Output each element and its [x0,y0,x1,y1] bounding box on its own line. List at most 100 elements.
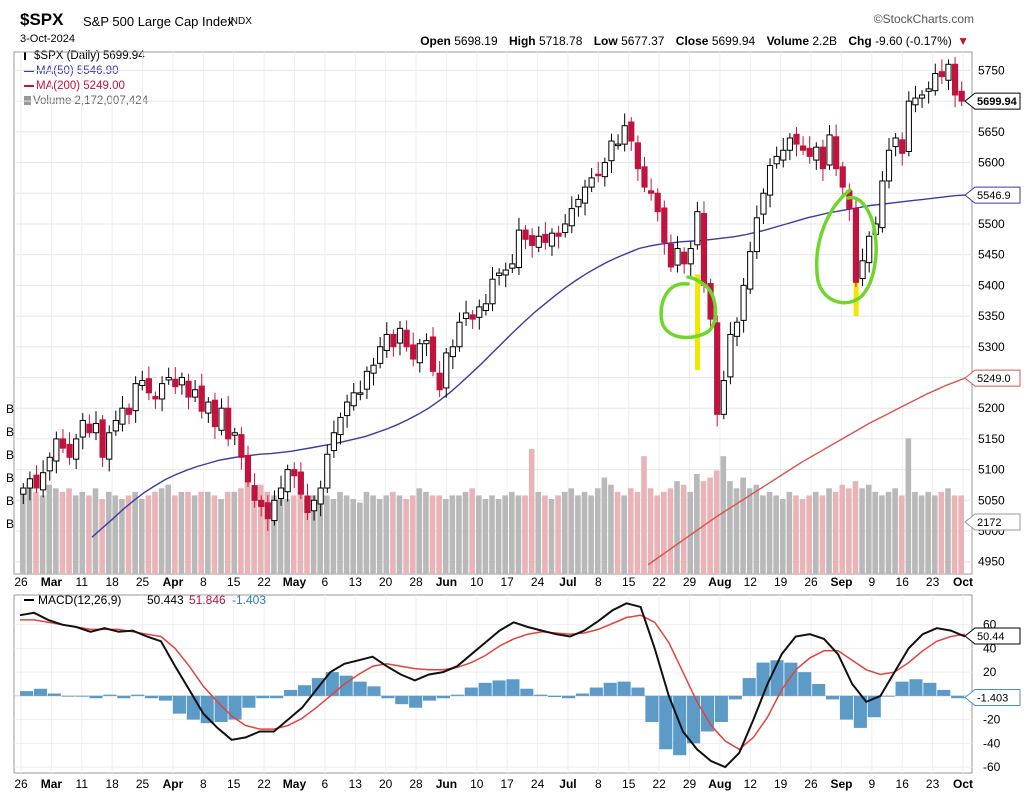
macd-histogram-bar [839,695,854,720]
volume-bar [502,495,509,574]
x-tick-label-bottom: 20 [379,777,393,791]
volume-bar [489,495,495,574]
x-tick-label-top: 13 [349,575,363,589]
candle-body [681,251,688,265]
volume-bar [641,456,647,574]
macd-histogram-bar [75,695,89,697]
candle-body [687,248,694,265]
volume-bar [528,449,535,574]
volume-bar [674,481,680,574]
macd-tag-text: 50.44 [977,631,1005,643]
candle-body [562,223,569,234]
candle-body [396,327,404,344]
macd-histogram-bar [492,680,506,696]
brand-watermark[interactable]: ©StockCharts.com [873,12,974,26]
volume-bar [205,491,211,574]
candle-body [363,370,371,390]
volume-bar [271,495,277,574]
candle-body [291,469,298,477]
x-tick-label-bottom: 26 [14,777,28,791]
candle-body [40,472,47,491]
candle-body [839,166,846,188]
x-tick-label-bottom: 8 [595,777,602,791]
volume-bar [879,495,885,574]
macd-histogram-bar [395,695,409,705]
macd-histogram-bar [812,684,826,696]
macd-histogram-bar [714,695,728,722]
candle-body [866,235,873,264]
macd-histogram-bar [145,695,159,699]
volume-bar [766,491,773,574]
x-tick-label-bottom: 11 [76,777,89,791]
legend-ma50-text: MA(50) 5546.90 [36,65,119,77]
candle-body [165,376,172,381]
candle-body [469,314,476,320]
legend-ma200: MA(200) 5249.00 [24,80,125,92]
volume-bar [423,491,429,574]
volume-bar [429,495,436,574]
macd-legend-value: 50.443 [147,593,184,607]
candle-body [581,186,589,204]
low-label: Low [593,34,618,48]
volume-bar [79,491,86,574]
volume-bar [376,499,383,574]
volume-bar [409,495,416,574]
x-tick-label-top: 16 [896,575,910,589]
ma200-line [647,377,966,566]
candle-body [614,143,622,147]
macd-tag-box [964,627,1021,645]
volume-bar [621,495,627,574]
volume-bar [753,484,760,574]
x-tick-label-bottom: 15 [227,777,241,791]
volume-bar [475,495,482,574]
volume-bar [535,491,542,574]
candle-body [476,306,483,318]
chart-date: 3-Oct-2024 [20,33,76,45]
x-tick-label-bottom: Oct [953,777,973,791]
candle-body [192,389,199,398]
highlight-bar [695,274,701,371]
x-tick-label-bottom: Mar [41,777,63,791]
macd-histogram-bar [186,695,200,720]
volume-bar [793,495,799,574]
price-tick-label: 5400 [978,278,1005,292]
volume-bar [581,491,588,574]
candle-body [92,423,100,434]
volume-bar [951,495,958,574]
x-tick-label-top: Mar [41,575,63,589]
volume-bar [575,495,581,574]
volume-bar [310,495,317,574]
macd-histogram-bar [103,694,117,696]
candle-body [125,407,133,415]
volume-bar [912,491,918,574]
volume-bar [251,488,257,574]
volume-bar [152,491,158,574]
volume-bar [859,488,865,574]
candle-body [925,88,932,92]
macd-legend-label: MACD(12,26,9) [38,593,121,607]
x-tick-label-top: 26 [14,575,28,589]
macd-histogram-bar [353,681,367,696]
candle-body [760,192,767,215]
candle-body [859,260,866,280]
volume-bar [661,491,667,574]
volume-bar [396,495,403,574]
volume-bar [938,491,945,574]
candle-body [416,343,423,364]
candle-body [211,399,219,428]
x-tick-label-top: 26 [804,575,818,589]
signal-line [20,614,966,751]
high-value: 5718.78 [538,34,583,48]
candle-body [667,243,675,268]
macd-histogram-bar [297,685,312,696]
volume-bar [92,488,99,574]
volume-bar [119,499,125,574]
volume-bar [403,499,409,574]
candle-body [350,392,357,407]
macd-histogram-bar [561,695,576,699]
volume-bar [568,488,575,574]
volume-bar [277,488,284,574]
candle-body [740,284,747,321]
x-tick-label-top: Jul [559,575,576,589]
candle-body [423,340,430,345]
